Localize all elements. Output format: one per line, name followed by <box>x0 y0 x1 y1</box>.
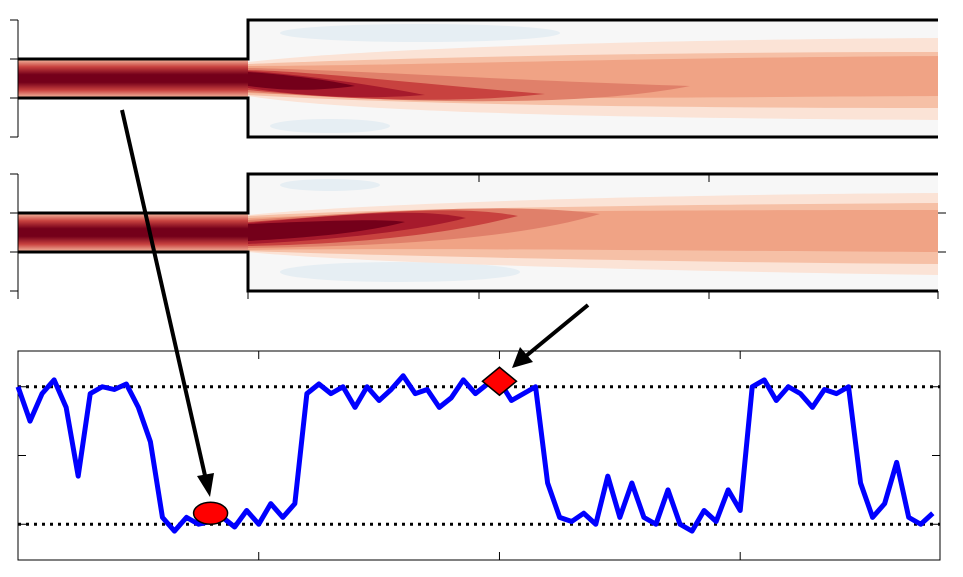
arrows <box>120 109 590 497</box>
time-series <box>15 350 941 561</box>
marker <box>192 501 229 525</box>
contour-panel-bottom <box>10 172 946 299</box>
series-line <box>15 373 935 534</box>
marker <box>481 366 518 397</box>
contour-panel-top <box>10 18 938 139</box>
plot-frame <box>17 350 941 561</box>
